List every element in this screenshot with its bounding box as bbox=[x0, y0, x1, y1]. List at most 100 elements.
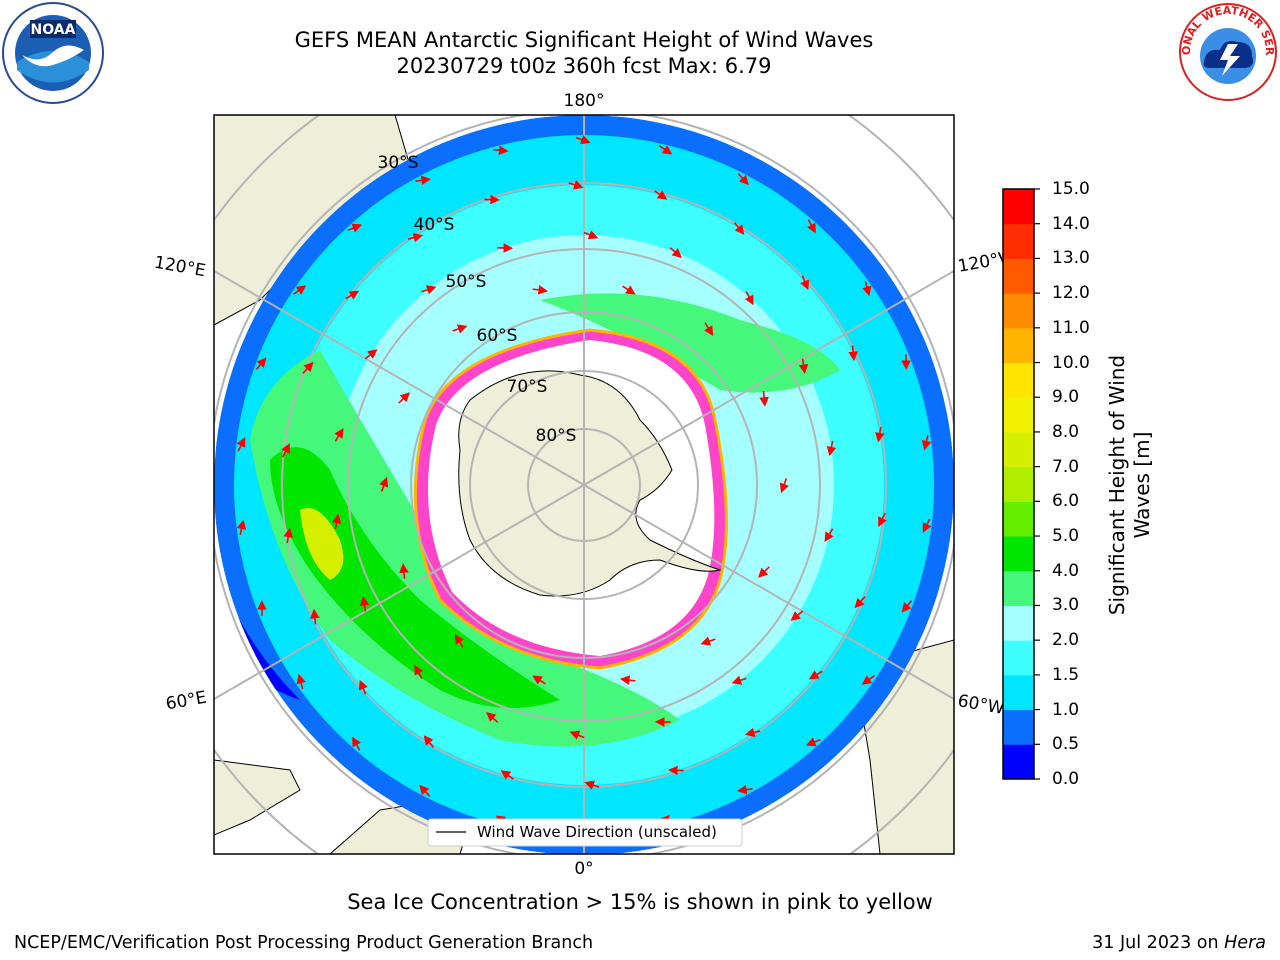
wind-wave-arrow bbox=[334, 428, 344, 442]
colorbar-tick-label: 13.0 bbox=[1052, 248, 1090, 269]
colorbar-tick-label: 6.0 bbox=[1052, 491, 1080, 512]
lat-label-70: 70°S bbox=[507, 377, 548, 397]
map-legend-box bbox=[427, 818, 743, 847]
lon-label-120e: 120°E bbox=[153, 253, 207, 282]
colorbar-tick-label: 12.0 bbox=[1052, 283, 1090, 304]
chart-subtitle: 20230729 t00z 360h fcst Max: 6.79 bbox=[396, 54, 772, 78]
colorbar-bin bbox=[1003, 466, 1034, 502]
colorbar-tick-label: 2.0 bbox=[1052, 630, 1080, 651]
colorbar-bin bbox=[1003, 327, 1034, 364]
lon-label-60e: 60°E bbox=[164, 688, 208, 715]
wind-wave-arrow bbox=[452, 324, 468, 334]
colorbar-tick-label: 8.0 bbox=[1052, 421, 1080, 442]
map-legend-text: Wind Wave Direction (unscaled) bbox=[477, 823, 717, 841]
footer-date-text: 31 Jul 2023 on bbox=[1092, 933, 1225, 953]
wind-wave-arrow bbox=[790, 610, 804, 621]
wind-wave-arrow bbox=[798, 358, 809, 375]
wind-wave-arrow bbox=[668, 765, 684, 776]
wind-wave-arrow bbox=[532, 285, 549, 295]
colorbar-label: Significant Height of Wind Waves [m] bbox=[1105, 275, 1155, 695]
colorbar-tick-label: 3.0 bbox=[1052, 595, 1080, 616]
colorbar-tick-label: 5.0 bbox=[1052, 526, 1080, 547]
colorbar-tick-label: 1.5 bbox=[1052, 664, 1080, 685]
wind-wave-arrow bbox=[779, 478, 789, 494]
wind-wave-arrow bbox=[352, 736, 361, 751]
wind-wave-arrow bbox=[862, 280, 872, 297]
colorbar-border bbox=[1002, 188, 1035, 780]
colorbar-bin bbox=[1003, 431, 1034, 468]
wind-wave-arrow bbox=[807, 219, 816, 234]
wind-wave-arrow bbox=[759, 391, 769, 407]
lat-label-80: 80°S bbox=[536, 426, 577, 446]
wind-wave-arrow bbox=[379, 476, 389, 492]
colorbar-bin bbox=[1003, 223, 1034, 259]
wind-wave-arrow bbox=[358, 679, 368, 695]
footer-host: Hera bbox=[1224, 933, 1266, 953]
wind-wave-arrow bbox=[345, 290, 360, 300]
sea-ice-note: Sea Ice Concentration > 15% is shown in … bbox=[347, 890, 933, 914]
wind-wave-arrow bbox=[704, 322, 714, 336]
wind-wave-arrow bbox=[493, 145, 509, 156]
wind-wave-arrow bbox=[848, 345, 858, 362]
colorbar-tick-label: 7.0 bbox=[1052, 456, 1080, 477]
wind-wave-arrow bbox=[419, 784, 431, 797]
lat-label-50: 50°S bbox=[446, 272, 487, 292]
wind-wave-arrow bbox=[737, 173, 749, 186]
wind-wave-arrow bbox=[824, 528, 834, 542]
colorbar-bin bbox=[1003, 501, 1034, 537]
wind-wave-arrow bbox=[283, 527, 293, 544]
wind-wave-arrow bbox=[861, 675, 875, 685]
wind-wave-arrow bbox=[568, 180, 584, 190]
colorbar-tick-label: 4.0 bbox=[1052, 560, 1080, 581]
lon-label-bottom: 0° bbox=[574, 859, 593, 879]
wind-wave-arrow bbox=[744, 291, 754, 306]
wind-wave-arrow bbox=[744, 727, 761, 738]
colorbar-bin bbox=[1003, 258, 1034, 294]
wind-wave-arrow bbox=[484, 194, 500, 205]
chart-title: GEFS MEAN Antarctic Significant Height o… bbox=[294, 28, 874, 52]
lat-label-40: 40°S bbox=[414, 215, 455, 235]
wind-wave-arrow bbox=[800, 275, 810, 291]
colorbar-bin bbox=[1003, 397, 1034, 433]
colorbar-bin bbox=[1003, 640, 1034, 676]
wind-wave-arrow bbox=[407, 232, 424, 243]
lon-label-top: 180° bbox=[564, 91, 605, 111]
colorbar-bin bbox=[1003, 362, 1034, 398]
peak-wave-area bbox=[300, 508, 344, 580]
wind-wave-arrow bbox=[359, 595, 370, 612]
lon-label-60w: 60°W bbox=[956, 691, 1006, 719]
colorbar-label-line2: Waves [m] bbox=[1130, 431, 1154, 539]
wind-wave-arrow bbox=[808, 670, 823, 680]
lat-label-30: 30°S bbox=[378, 153, 419, 173]
colorbar-tick-label: 10.0 bbox=[1052, 352, 1090, 373]
wind-wave-arrow bbox=[921, 434, 932, 451]
wind-wave-arrow bbox=[700, 636, 716, 646]
colorbar-bin bbox=[1003, 536, 1034, 572]
colorbar-bin bbox=[1003, 674, 1034, 711]
wind-wave-arrow bbox=[532, 675, 546, 685]
colorbar-bin bbox=[1003, 744, 1034, 780]
wind-wave-arrow bbox=[293, 285, 307, 295]
wind-wave-arrow bbox=[236, 437, 246, 452]
longitude-grid bbox=[214, 115, 954, 854]
wind-wave-arrow bbox=[583, 230, 599, 240]
wind-wave-arrow bbox=[415, 175, 431, 186]
noaa-logo-text: NOAA bbox=[31, 22, 76, 38]
wind-wave-arrow bbox=[281, 443, 290, 458]
map-frame-border bbox=[213, 114, 955, 855]
wind-wave-arrow bbox=[805, 737, 821, 747]
lat-label-60: 60°S bbox=[477, 326, 518, 346]
wind-wave-arrow bbox=[854, 596, 866, 609]
wind-wave-arrow bbox=[347, 223, 363, 233]
wind-wave-arrow bbox=[622, 285, 636, 295]
wind-wave-arrow bbox=[569, 730, 585, 740]
wind-wave-arrow bbox=[731, 675, 747, 685]
colorbar-tick-label: 14.0 bbox=[1052, 213, 1090, 234]
wind-wave-arrow bbox=[584, 780, 600, 790]
colorbar-bin bbox=[1003, 605, 1034, 641]
wind-wave-arrow bbox=[758, 566, 770, 578]
colorbar-tick-label: 0.5 bbox=[1052, 734, 1080, 755]
wind-wave-arrow bbox=[310, 608, 320, 625]
wind-wave-arrow bbox=[255, 357, 267, 370]
